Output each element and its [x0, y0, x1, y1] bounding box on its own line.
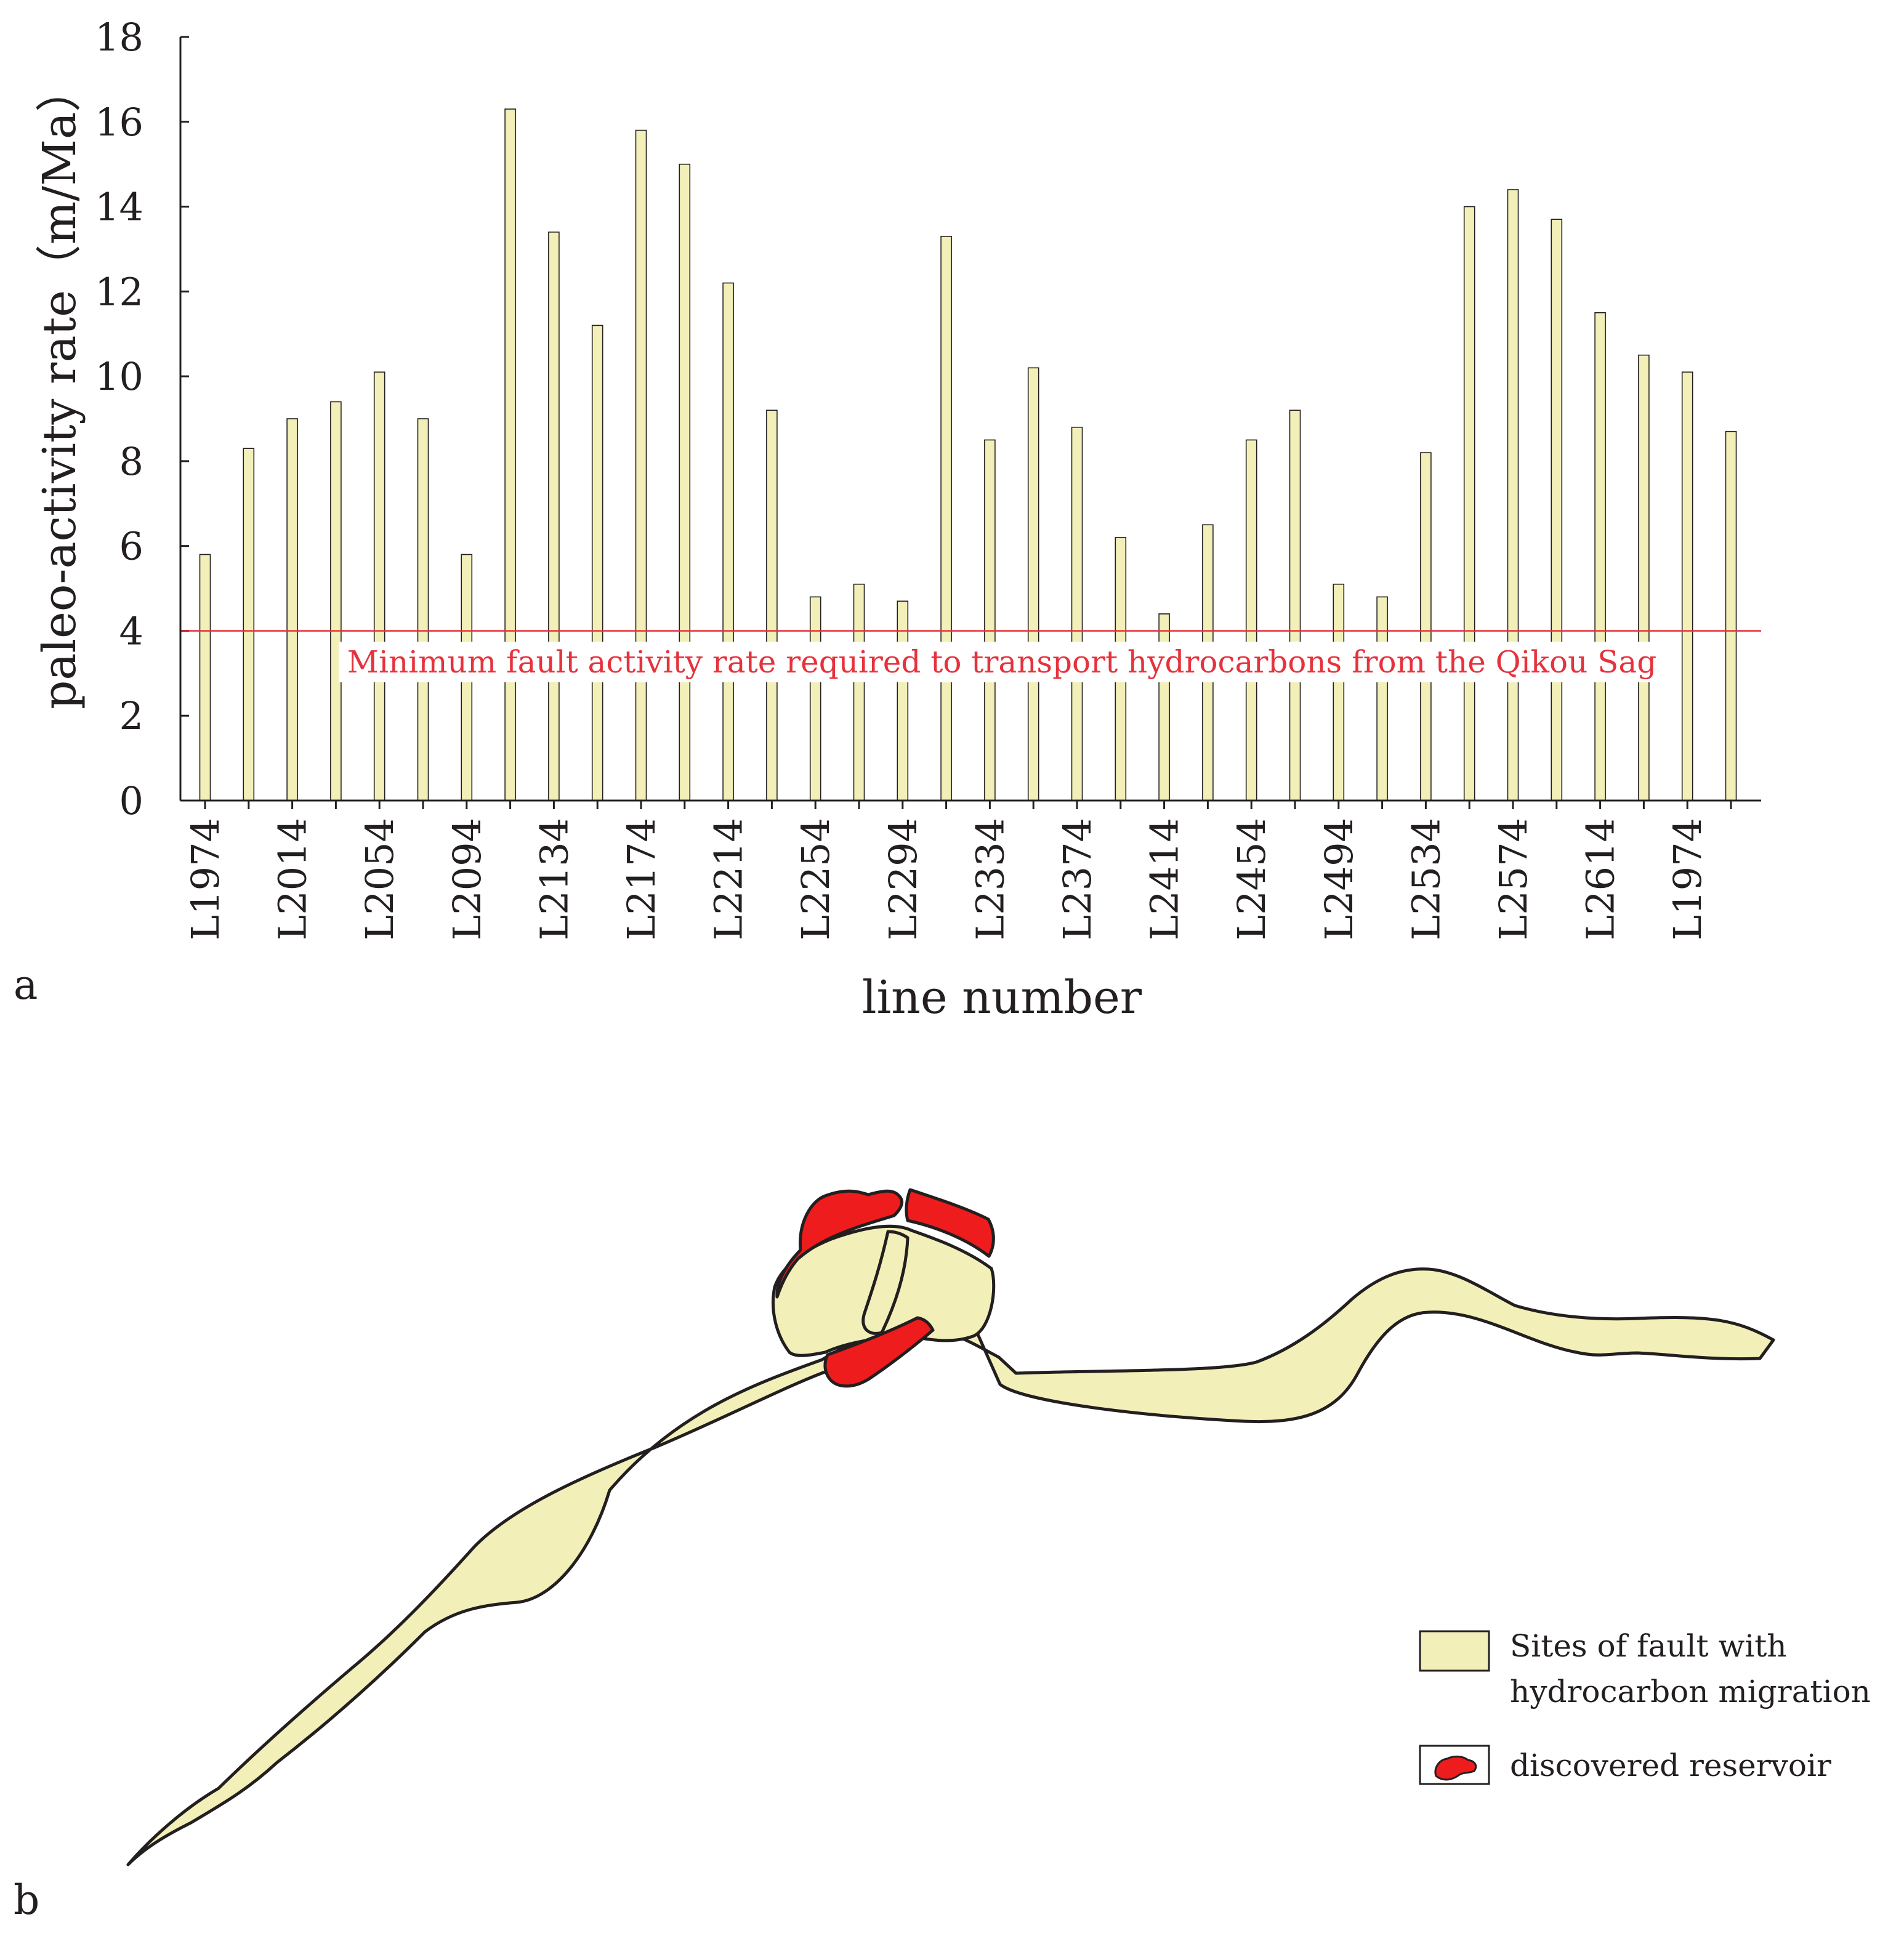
bar-L2214: [722, 282, 734, 801]
bar-L2374: [1071, 426, 1083, 801]
bar-L2154: [591, 325, 603, 801]
reservoir-north-west: [775, 1189, 903, 1299]
bar-L2314: [940, 235, 952, 801]
bar-L2574: [1507, 189, 1519, 801]
y-tick-label: 4: [119, 608, 143, 653]
threshold-label-background: [339, 642, 1665, 682]
bar-L2274: [853, 583, 865, 801]
bar-chart-panel: 0 2 4 6 8 10 12 14 16 18 Minimum fault activity r…: [14, 15, 1761, 1024]
y-tick-label: 14: [95, 185, 143, 230]
fault-splay-outline: [861, 1230, 910, 1335]
y-tick-label: 6: [119, 524, 143, 569]
bar-L2334: [984, 439, 996, 801]
x-tick-label: L2494: [1317, 818, 1361, 940]
bar-L2114: [504, 108, 516, 801]
legend: Sites of fault with hydrocarbon migratio…: [1419, 1628, 1871, 1785]
x-tick-label: L2174: [619, 818, 664, 940]
bar-L2194: [679, 163, 691, 801]
fault-migration-area: [126, 1267, 1775, 1866]
x-tick-label: L2574: [1491, 818, 1536, 940]
x-tick-label: L1974: [183, 818, 228, 940]
legend-reservoir-label: discovered reservoir: [1510, 1748, 1831, 1783]
x-tick-label: L1974: [1665, 818, 1710, 940]
bar-L1994: [1725, 430, 1737, 801]
x-tick-label: L2614: [1578, 818, 1623, 940]
y-tick-label: 8: [119, 439, 143, 484]
y-axis-title: paleo-activity rate（m/Ma）: [33, 67, 86, 709]
x-tick-label: L2294: [881, 818, 926, 940]
x-tick-label: L2374: [1055, 818, 1100, 940]
x-tick-label: L2214: [706, 818, 751, 940]
bar-L1974: [1681, 371, 1693, 801]
bar-L2014: [286, 418, 298, 801]
bar-L2234: [766, 410, 778, 801]
x-tick-label: L2054: [357, 818, 402, 940]
reservoir-north-east: [905, 1188, 995, 1258]
bar-L2614: [1594, 312, 1606, 801]
x-axis-ticks: L1974 L2014 L2054 L2094 L2134 L2174 L2214 L2254…: [183, 801, 1732, 940]
bar-series: [199, 108, 1737, 801]
legend-reservoir-icon: [1434, 1755, 1477, 1781]
bar-L2134: [548, 232, 560, 801]
y-tick-label: 16: [95, 100, 143, 145]
y-tick-label: 12: [95, 269, 143, 314]
legend-fault-label-line2: hydrocarbon migration: [1510, 1674, 1871, 1709]
x-tick-label: L2254: [793, 818, 838, 940]
bar-L2054: [373, 371, 385, 801]
legend-fault-label-line1: Sites of fault with: [1510, 1628, 1787, 1664]
bar-L2454: [1245, 439, 1257, 801]
x-tick-label: L2414: [1142, 818, 1187, 940]
bar-L2354: [1027, 367, 1039, 801]
y-tick-label: 2: [119, 693, 143, 738]
bar-L2494: [1333, 583, 1345, 801]
x-tick-label: L2454: [1229, 818, 1274, 940]
x-tick-label: L2094: [445, 818, 490, 940]
panel-label-b: b: [14, 1876, 39, 1924]
bar-L2034: [330, 401, 342, 801]
y-tick-label: 0: [119, 778, 143, 823]
bar-L2554: [1463, 206, 1475, 801]
legend-fault-swatch: [1419, 1630, 1490, 1672]
panel-label-a: a: [14, 961, 38, 1009]
fault-map-panel: Sites of fault with hydrocarbon migratio…: [14, 1188, 1871, 1924]
x-tick-label: L2134: [531, 818, 576, 940]
bar-L2634: [1638, 354, 1650, 801]
bar-L2514: [1376, 596, 1388, 801]
y-axis-ticks: 0 2 4 6 8 10 12 14 16 18: [95, 15, 189, 823]
bar-L2074: [417, 418, 429, 801]
threshold-label: Minimum fault activity rate required to …: [347, 644, 1656, 680]
bar-L1974: [199, 554, 211, 801]
x-tick-label: L2334: [967, 818, 1012, 940]
bar-L1994: [243, 448, 255, 801]
bar-L2474: [1289, 410, 1301, 801]
y-tick-label: 18: [95, 15, 143, 60]
bar-L2254: [809, 596, 821, 801]
x-tick-label: L2534: [1403, 818, 1448, 940]
x-tick-label: L2014: [270, 818, 315, 940]
y-tick-label: 10: [95, 354, 143, 399]
bar-L2534: [1420, 452, 1432, 801]
bar-L2174: [635, 129, 647, 801]
bar-L2594: [1551, 219, 1563, 801]
reservoir-south: [823, 1316, 935, 1388]
x-axis-title: line number: [862, 971, 1142, 1024]
